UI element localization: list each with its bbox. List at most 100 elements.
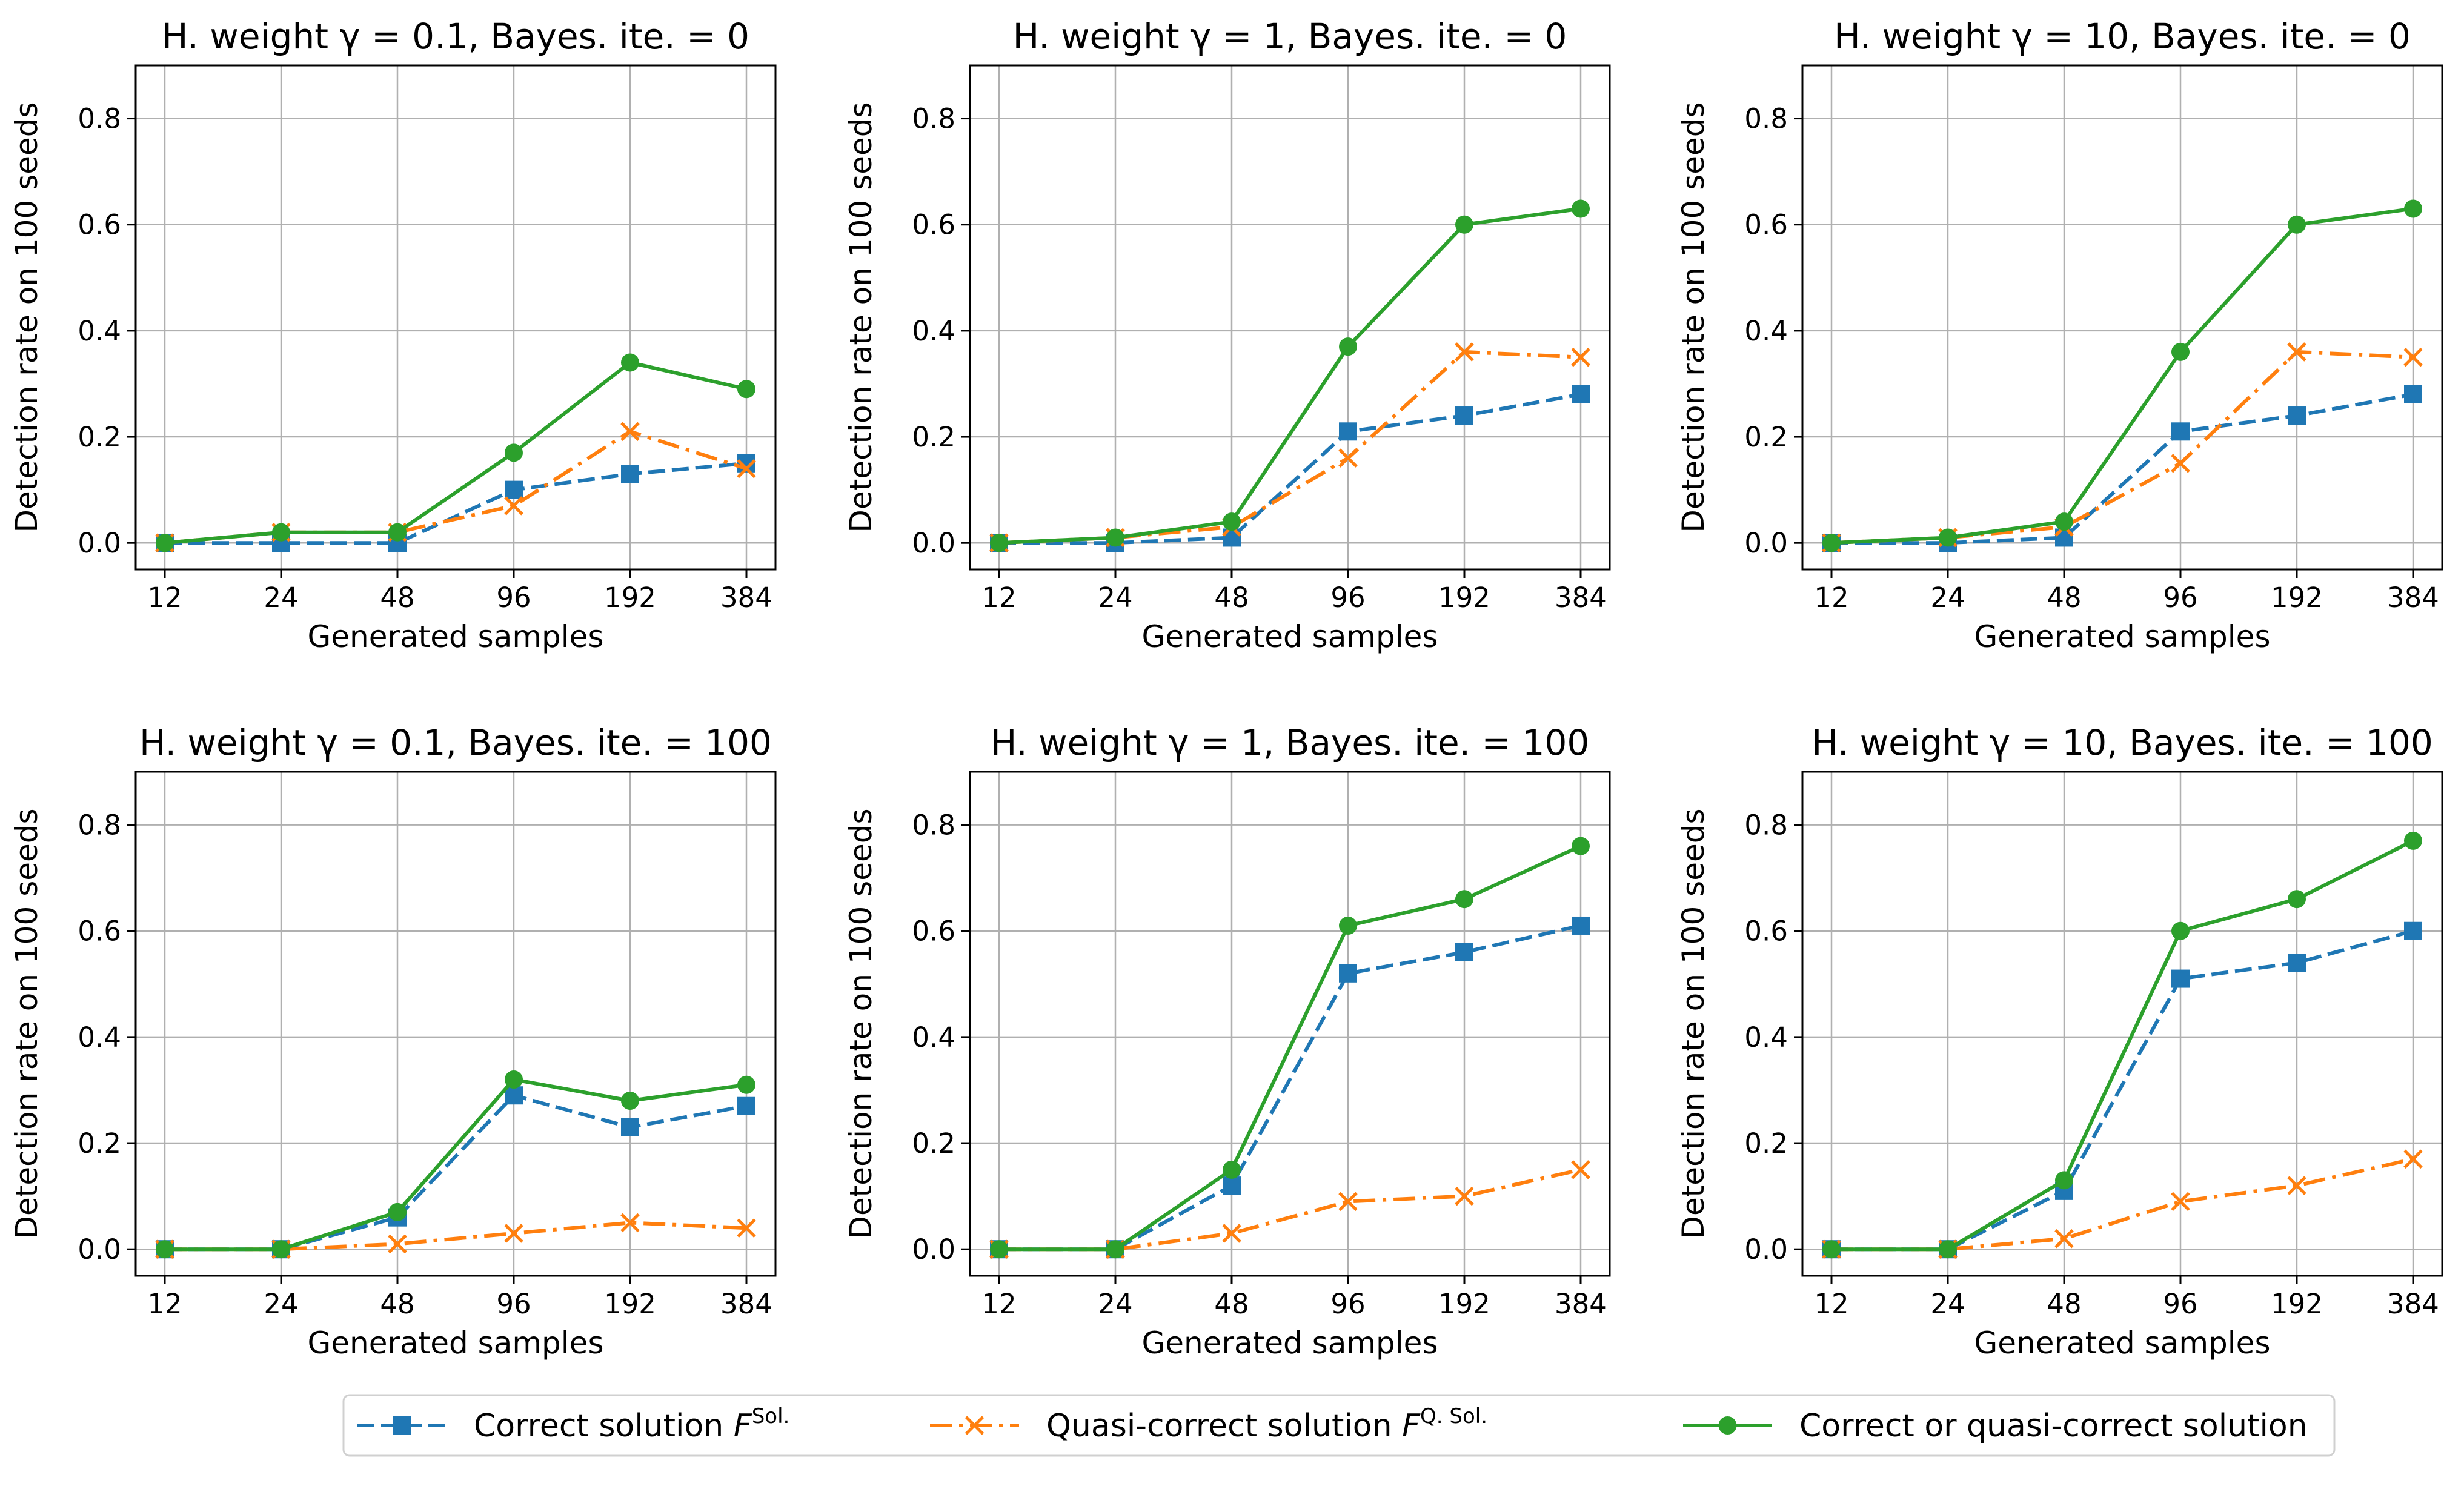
marker-circle <box>2288 890 2306 909</box>
legend-label: Correct solution FSol. <box>474 1404 789 1444</box>
y-tick-label: 0.6 <box>78 209 121 241</box>
y-tick-label: 0.4 <box>1744 315 1788 347</box>
marker-circle <box>1223 512 1241 531</box>
series-line-correct <box>1831 393 2414 545</box>
marker-x-stroke <box>1455 342 1474 362</box>
legend-text: Correct solution <box>474 1408 734 1444</box>
marker-circle <box>2288 215 2306 234</box>
grid <box>136 772 775 1276</box>
legend: Correct solution FSol. Quasi-correct solu… <box>342 1394 2336 1457</box>
marker-x <box>620 422 640 442</box>
marker-x <box>1455 1186 1474 1206</box>
marker-x-stroke <box>2287 342 2306 362</box>
marker-circle <box>2055 512 2073 531</box>
x-tick-label: 24 <box>1930 582 1965 614</box>
series-either <box>1822 199 2422 552</box>
x-tick-label: 12 <box>147 1288 182 1320</box>
chart-panel-2: H. weight γ = 1, Bayes. ite. = 0 12 24 48 96… <box>843 16 1611 654</box>
marker-x-stroke <box>504 1224 523 1243</box>
chart-panel-3: H. weight γ = 10, Bayes. ite. = 0 12 24 48 9… <box>1676 16 2443 654</box>
x-tick-label: 384 <box>1555 1288 1607 1320</box>
marker-x <box>1571 1160 1590 1179</box>
marker-square <box>737 1096 755 1115</box>
marker-x-stroke <box>2403 1149 2423 1169</box>
x-tick-label: 12 <box>981 582 1016 614</box>
series-either <box>156 353 755 552</box>
x-tick-label: 96 <box>1330 1288 1365 1320</box>
series-line-either <box>999 844 1582 1252</box>
marker-x <box>2171 1192 2190 1212</box>
y-tick-label: 0.8 <box>78 103 121 135</box>
y-tick-label: 0.0 <box>1744 527 1788 559</box>
series-either <box>156 1070 755 1259</box>
x-axis-label: Generated samples <box>1142 1325 1438 1361</box>
marker-x-stroke <box>1338 1192 1358 1212</box>
y-tick-label: 0.4 <box>78 315 121 347</box>
series-line-correct <box>165 461 747 545</box>
x-tick-label: 12 <box>1814 582 1848 614</box>
marker-square <box>2404 385 2422 403</box>
y-axis-label: Detection rate on 100 seeds <box>1676 808 1711 1239</box>
marker-circle <box>1339 337 1357 356</box>
legend-entry-correct: Correct solution FSol. <box>357 1404 789 1444</box>
chart-panel-5: H. weight γ = 1, Bayes. ite. = 100 12 24 48… <box>843 722 1611 1361</box>
series-either <box>990 837 1590 1259</box>
marker-circle <box>1822 1240 1841 1259</box>
panel-title: H. weight γ = 10, Bayes. ite. = 100 <box>1811 722 2433 763</box>
x-axis-label: Generated samples <box>1974 619 2271 654</box>
y-tick-label: 0.8 <box>912 103 955 135</box>
series-quasi <box>1822 342 2423 552</box>
panel-title: H. weight γ = 1, Bayes. ite. = 0 <box>1013 16 1567 57</box>
y-tick-label: 0.6 <box>912 209 955 241</box>
y-tick-label: 0.2 <box>78 421 121 453</box>
marker-circle <box>388 1202 407 1221</box>
marker-circle <box>272 1240 290 1259</box>
marker-square <box>1455 943 1473 961</box>
x-tick-label: 384 <box>2387 582 2439 614</box>
y-tick-label: 0.2 <box>78 1127 121 1159</box>
x-tick-label: 48 <box>2047 1288 2081 1320</box>
marker-circle <box>156 534 174 552</box>
x-axis-label: Generated samples <box>308 1325 604 1361</box>
series-correct <box>990 916 1590 1259</box>
panel-title: H. weight γ = 1, Bayes. ite. = 100 <box>991 722 1590 763</box>
x-tick-label: 48 <box>1214 582 1249 614</box>
marker-circle <box>1223 1160 1241 1179</box>
marker-x <box>737 1218 756 1238</box>
series-line-either <box>998 207 1581 545</box>
marker-x-stroke <box>388 1234 407 1254</box>
x-tick-label: 96 <box>496 582 531 614</box>
marker-circle <box>505 443 523 462</box>
marker-square <box>621 1118 639 1136</box>
legend-superscript: Q. Sol. <box>1420 1404 1487 1428</box>
marker-square <box>1572 916 1590 935</box>
marker-x <box>388 1234 407 1254</box>
grid <box>970 65 1610 569</box>
y-axis-label: Detection rate on 100 seeds <box>9 808 44 1239</box>
marker-x-stroke <box>2054 1229 2074 1249</box>
y-tick-label: 0.6 <box>78 915 121 947</box>
marker-circle <box>1106 1240 1124 1259</box>
marker-x <box>2287 1176 2306 1195</box>
marker-circle <box>2404 199 2422 218</box>
x-tick-label: 192 <box>2271 1288 2323 1320</box>
series-quasi <box>989 1160 1590 1259</box>
marker-x <box>504 1224 523 1243</box>
y-tick-label: 0.8 <box>1744 809 1788 841</box>
x-tick-label: 192 <box>1438 1288 1490 1320</box>
marker-circle <box>990 1240 1008 1259</box>
marker-square <box>621 465 639 483</box>
marker-circle <box>1339 916 1357 935</box>
x-tick-label: 96 <box>496 1288 531 1320</box>
marker-square <box>1339 422 1357 441</box>
legend-symbol: F <box>1402 1408 1421 1444</box>
y-tick-label: 0.8 <box>78 809 121 841</box>
y-tick-label: 0.2 <box>1744 421 1788 453</box>
marker-circle <box>737 1075 755 1094</box>
marker-x-stroke <box>504 496 523 516</box>
chart-panel-1: H. weight γ = 0.1, Bayes. ite. = 0 12 24 48… <box>9 16 777 654</box>
y-tick-label: 0.2 <box>912 1127 955 1159</box>
marker-x-stroke <box>1571 1160 1590 1179</box>
